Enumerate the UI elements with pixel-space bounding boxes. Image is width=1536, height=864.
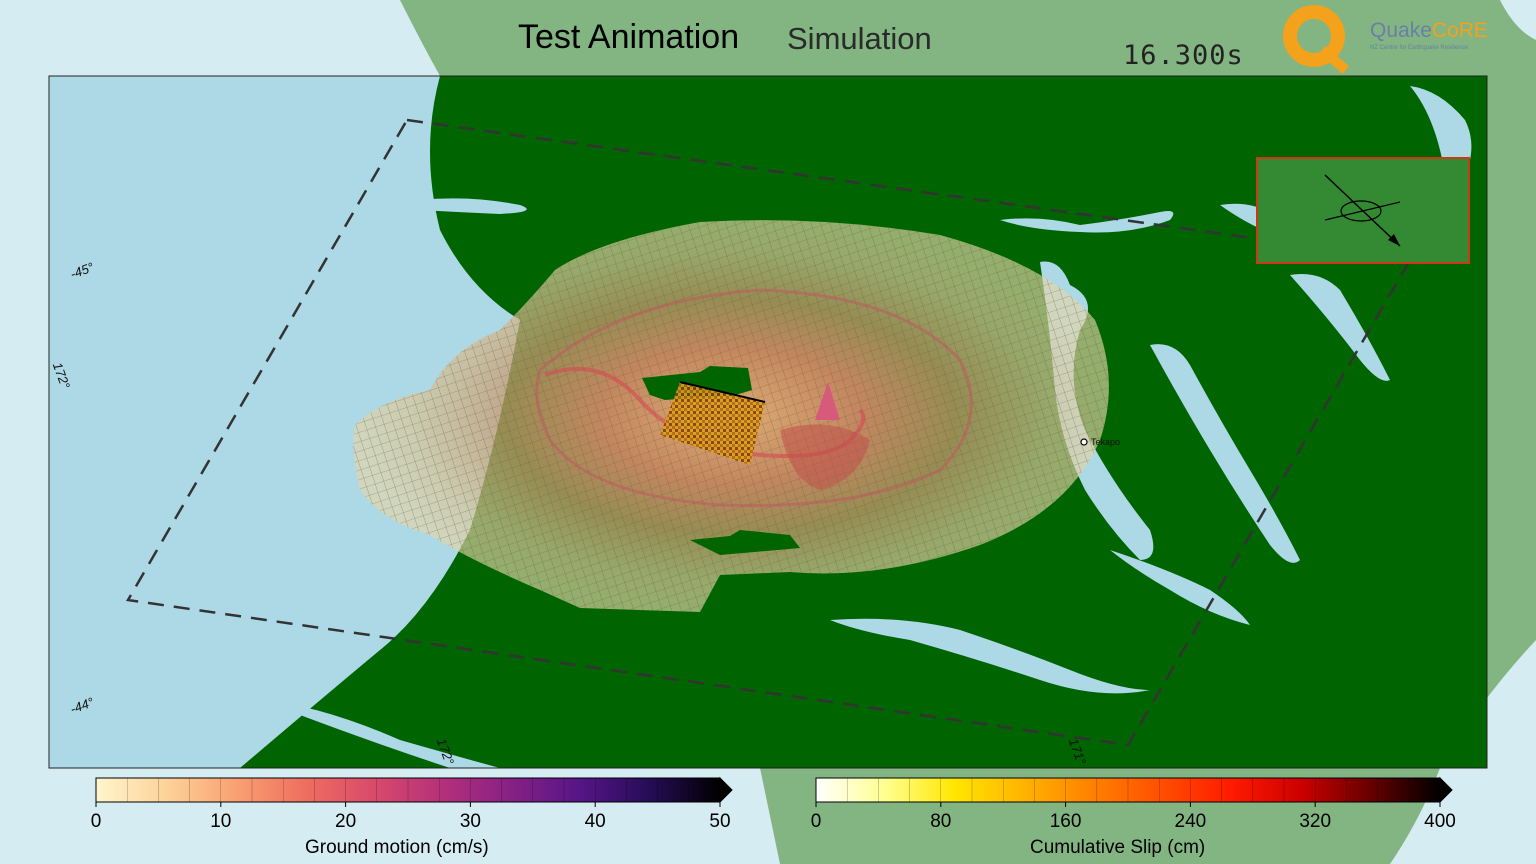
ground-motion-tick-label: 0 [90, 811, 102, 832]
ground-motion-tick-label: 10 [210, 811, 232, 832]
cumulative-slip-tick-label: 400 [1424, 811, 1456, 832]
cumulative-slip-label: Cumulative Slip (cm) [1030, 837, 1206, 858]
cumulative-slip-tick-label: 240 [1174, 811, 1207, 832]
cumulative-slip-colorbar [815, 776, 1453, 807]
ground-motion-tick-label: 20 [335, 811, 357, 832]
animation-title: Test Animation [518, 18, 740, 56]
lake-benmore [830, 618, 1150, 694]
quakecore-logo-icon [1283, 5, 1350, 74]
quakecore-logo-tagline: NZ Centre for Earthquake Resilience [1370, 45, 1469, 51]
cumulative-slip-tick-label: 160 [1049, 811, 1082, 832]
lake-pukaki [1150, 344, 1300, 563]
logo-highlight: CoRE [1431, 19, 1488, 42]
ground-motion-colorbar [95, 776, 733, 807]
map-sea [49, 76, 520, 768]
coast-lagoon [420, 198, 527, 214]
ground-motion-label: Ground motion (cm/s) [305, 837, 489, 858]
wavefield-inner-ring [535, 288, 973, 508]
coast-lagoon-south [260, 700, 500, 768]
animation-subtitle: Simulation [787, 21, 932, 56]
cumulative-slip-overflow-arrow [1439, 776, 1453, 804]
simulation-time: 16.300s [1123, 40, 1244, 71]
ground-motion-overflow-arrow [719, 776, 733, 804]
ground-motion-tick-label: 50 [709, 811, 731, 832]
wavefield-spike [815, 382, 840, 420]
wavefield-hole-south [690, 530, 800, 555]
simulation-domain [125, 118, 1413, 747]
cumulative-slip-tick-label: 320 [1299, 811, 1332, 832]
town-label: Tekapo [1091, 437, 1121, 447]
cumulative-slip-tick-label: 80 [930, 811, 952, 832]
wavefield-peak-zone [780, 424, 870, 490]
town-marker [1080, 438, 1088, 446]
ground-motion-tick-label: 40 [584, 811, 606, 832]
fault-trace [679, 381, 766, 403]
inset-locator [1256, 157, 1470, 264]
lake-aviemore [1110, 550, 1250, 625]
map-frame-border [48, 75, 1488, 769]
lake-upper [1000, 211, 1174, 233]
fault-plane [660, 382, 765, 465]
outer-sea-top-right [1500, 0, 1536, 40]
lake-ohau [1290, 274, 1390, 381]
ground-motion-tick-label: 30 [459, 811, 481, 832]
logo-prefix: Quake [1370, 19, 1432, 42]
quakecore-logo-text: QuakeCoRE [1370, 19, 1488, 43]
outer-sea-left [0, 0, 440, 768]
cumulative-slip-tick-label: 0 [810, 811, 822, 832]
